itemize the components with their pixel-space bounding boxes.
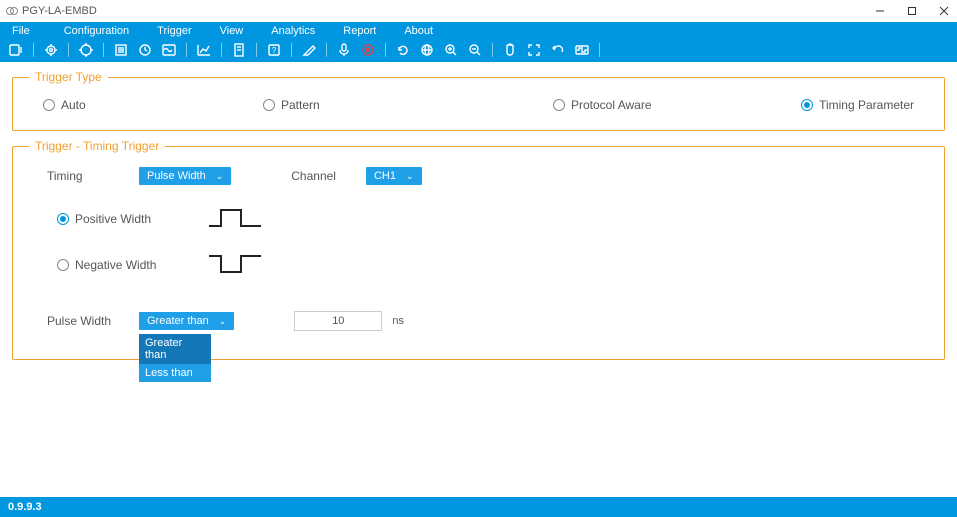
menu-toolbar: File Configuration Trigger View Analytic… <box>0 22 957 62</box>
maximize-button[interactable] <box>905 4 919 18</box>
pulse-condition-dropdown-list: Greater than Less than <box>139 334 211 382</box>
toolbar-zoom-out-icon[interactable] <box>465 40 485 60</box>
pulse-condition-dropdown[interactable]: Greater than ⌄ <box>139 312 234 330</box>
radio-auto-label: Auto <box>61 98 86 112</box>
radio-pattern[interactable]: Pattern <box>263 98 553 112</box>
toolbar-separator <box>221 43 222 57</box>
radio-negative-width-label: Negative Width <box>75 258 156 272</box>
menu-view[interactable]: View <box>206 25 258 37</box>
toolbar-edit-icon[interactable] <box>299 40 319 60</box>
radio-positive-width-label: Positive Width <box>75 212 151 226</box>
toolbar-stop-icon[interactable] <box>358 40 378 60</box>
dropdown-option-less-than[interactable]: Less than <box>139 364 211 382</box>
toolbar-fullscreen-icon[interactable] <box>524 40 544 60</box>
toolbar-target-icon[interactable] <box>76 40 96 60</box>
channel-dropdown-value: CH1 <box>374 170 396 182</box>
radio-auto[interactable]: Auto <box>43 98 263 112</box>
menu-configuration[interactable]: Configuration <box>50 25 143 37</box>
pulse-width-unit: ns <box>392 315 404 327</box>
radio-positive-width[interactable]: Positive Width <box>57 212 177 226</box>
minimize-button[interactable] <box>873 4 887 18</box>
radio-pattern-label: Pattern <box>281 98 320 112</box>
dropdown-option-greater-than[interactable]: Greater than <box>139 334 211 364</box>
chevron-down-icon: ⌄ <box>406 171 414 182</box>
chevron-down-icon: ⌄ <box>219 316 227 327</box>
toolbar-waveform-icon[interactable] <box>572 40 592 60</box>
toolbar-device-icon[interactable] <box>6 40 26 60</box>
channel-dropdown[interactable]: CH1 ⌄ <box>366 167 422 185</box>
radio-timing-parameter-label: Timing Parameter <box>819 98 914 112</box>
timing-dropdown[interactable]: Pulse Width ⌄ <box>139 167 231 185</box>
chevron-down-icon: ⌄ <box>216 171 224 182</box>
menu-about[interactable]: About <box>390 25 447 37</box>
toolbar-separator <box>599 43 600 57</box>
positive-pulse-icon <box>207 204 263 234</box>
trigger-type-fieldset: Trigger Type Auto Pattern Protocol Aware… <box>12 70 945 131</box>
radio-protocol-aware[interactable]: Protocol Aware <box>553 98 801 112</box>
toolbar-separator <box>103 43 104 57</box>
trigger-type-legend: Trigger Type <box>29 70 108 84</box>
timing-label: Timing <box>29 169 139 183</box>
close-button[interactable] <box>937 4 951 18</box>
menu-report[interactable]: Report <box>329 25 390 37</box>
window-title: PGY-LA-EMBD <box>22 5 873 17</box>
toolbar-list-icon[interactable] <box>111 40 131 60</box>
pulse-condition-value: Greater than <box>147 315 209 327</box>
menu-trigger[interactable]: Trigger <box>143 25 205 37</box>
menu-row: File Configuration Trigger View Analytic… <box>0 22 957 38</box>
radio-negative-width[interactable]: Negative Width <box>57 258 177 272</box>
menu-analytics[interactable]: Analytics <box>257 25 329 37</box>
pulse-width-input[interactable] <box>294 311 382 331</box>
timing-trigger-fieldset: Trigger - Timing Trigger Timing Pulse Wi… <box>12 139 945 360</box>
toolbar-chart-icon[interactable] <box>194 40 214 60</box>
toolbar-separator <box>33 43 34 57</box>
svg-text:?: ? <box>272 46 277 55</box>
timing-trigger-legend: Trigger - Timing Trigger <box>29 139 165 153</box>
toolbar-mic-icon[interactable] <box>334 40 354 60</box>
toolbar-help-icon[interactable]: ? <box>264 40 284 60</box>
toolbar-separator <box>291 43 292 57</box>
toolbar-wave-icon[interactable] <box>159 40 179 60</box>
toolbar-separator <box>186 43 187 57</box>
status-bar: 0.9.9.3 <box>0 497 957 517</box>
pulse-width-label: Pulse Width <box>29 314 139 328</box>
toolbar-zoom-in-icon[interactable] <box>441 40 461 60</box>
toolbar-separator <box>68 43 69 57</box>
radio-protocol-aware-label: Protocol Aware <box>571 98 652 112</box>
toolbar-globe-icon[interactable] <box>417 40 437 60</box>
toolbar-refresh-icon[interactable] <box>393 40 413 60</box>
toolbar-gear-icon[interactable] <box>41 40 61 60</box>
toolbar-hand-icon[interactable] <box>500 40 520 60</box>
radio-timing-parameter[interactable]: Timing Parameter <box>801 98 914 112</box>
menu-file[interactable]: File <box>8 25 50 37</box>
toolbar-separator <box>256 43 257 57</box>
timing-dropdown-value: Pulse Width <box>147 170 206 182</box>
toolbar: ? <box>0 38 957 62</box>
toolbar-separator <box>492 43 493 57</box>
toolbar-report-icon[interactable] <box>229 40 249 60</box>
toolbar-undo-icon[interactable] <box>548 40 568 60</box>
negative-pulse-icon <box>207 250 263 280</box>
title-bar: PGY-LA-EMBD <box>0 0 957 22</box>
toolbar-separator <box>385 43 386 57</box>
toolbar-separator <box>326 43 327 57</box>
version-label: 0.9.9.3 <box>8 501 42 513</box>
app-logo-icon <box>6 5 18 17</box>
channel-label: Channel <box>231 169 366 183</box>
toolbar-clock-icon[interactable] <box>135 40 155 60</box>
